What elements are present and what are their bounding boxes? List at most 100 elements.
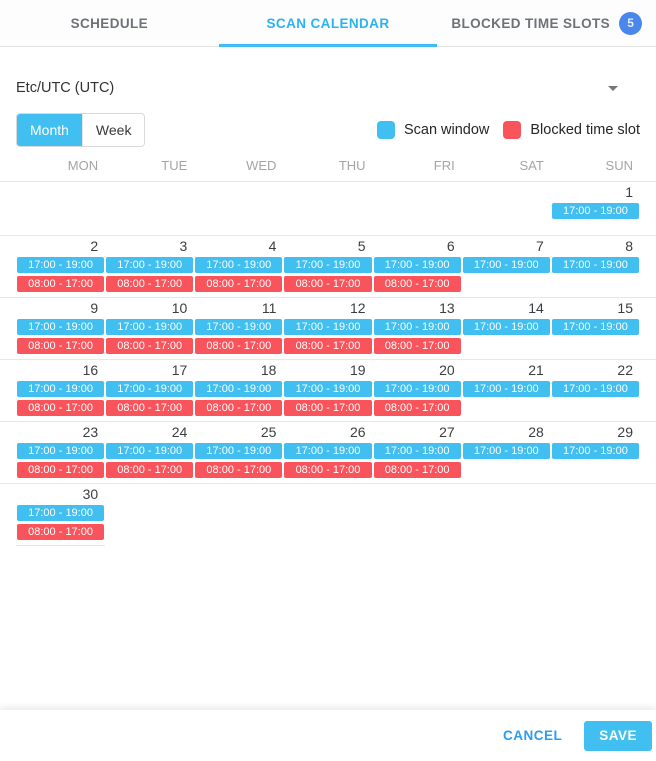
- calendar-toolbar: Month Week Scan window Blocked time slot: [16, 113, 640, 147]
- scan-window-chip[interactable]: 17:00 - 19:00: [551, 257, 639, 273]
- scan-window-chip[interactable]: 17:00 - 19:00: [462, 319, 550, 335]
- calendar-week-row: 2 17:00 - 19:00 08:00 - 17:00 3 17:00 - 19:0…: [0, 236, 656, 298]
- calendar-day-cell[interactable]: 1 17:00 - 19:00: [551, 182, 640, 235]
- calendar-day-cell[interactable]: 8 17:00 - 19:00: [551, 236, 640, 297]
- calendar-day-cell[interactable]: 10 17:00 - 19:00 08:00 - 17:00: [105, 298, 194, 359]
- blocked-time-chip[interactable]: 08:00 - 17:00: [284, 276, 372, 292]
- blocked-time-chip[interactable]: 08:00 - 17:00: [195, 400, 283, 416]
- scan-window-chip[interactable]: 17:00 - 19:00: [195, 319, 283, 335]
- blocked-time-chip[interactable]: 08:00 - 17:00: [373, 462, 461, 478]
- day-number: 2: [90, 238, 99, 254]
- scan-window-chip[interactable]: 17:00 - 19:00: [195, 257, 283, 273]
- scan-window-chip[interactable]: 17:00 - 19:00: [284, 443, 372, 459]
- tab-blocked-time-slots[interactable]: BLOCKED TIME SLOTS 5: [437, 0, 656, 46]
- scan-window-chip[interactable]: 17:00 - 19:00: [373, 381, 461, 397]
- scan-window-chip[interactable]: 17:00 - 19:00: [17, 257, 105, 273]
- day-number: 29: [617, 424, 633, 440]
- calendar-day-cell[interactable]: 18 17:00 - 19:00 08:00 - 17:00: [194, 360, 283, 421]
- blocked-time-chip[interactable]: 08:00 - 17:00: [284, 338, 372, 354]
- calendar-day-cell[interactable]: 11 17:00 - 19:00 08:00 - 17:00: [194, 298, 283, 359]
- scan-window-chip[interactable]: 17:00 - 19:00: [106, 257, 194, 273]
- blocked-time-chip[interactable]: 08:00 - 17:00: [17, 462, 105, 478]
- scan-window-chip[interactable]: 17:00 - 19:00: [373, 257, 461, 273]
- scan-window-chip[interactable]: 17:00 - 19:00: [284, 257, 372, 273]
- weekday-label: TUE: [161, 157, 188, 173]
- blocked-time-chip[interactable]: 08:00 - 17:00: [284, 400, 372, 416]
- day-number: 21: [528, 362, 544, 378]
- scan-window-chip[interactable]: 17:00 - 19:00: [195, 443, 283, 459]
- scan-window-chip[interactable]: 17:00 - 19:00: [462, 257, 550, 273]
- calendar-day-cell[interactable]: 12 17:00 - 19:00 08:00 - 17:00: [283, 298, 372, 359]
- blocked-time-chip[interactable]: 08:00 - 17:00: [106, 462, 194, 478]
- day-number: 19: [349, 362, 366, 378]
- chevron-down-icon: [608, 85, 618, 91]
- cancel-button[interactable]: CANCEL: [487, 720, 578, 751]
- calendar-day-cell[interactable]: 25 17:00 - 19:00 08:00 - 17:00: [194, 422, 283, 483]
- scan-window-chip[interactable]: 17:00 - 19:00: [17, 505, 105, 521]
- month-view-button[interactable]: Month: [17, 114, 82, 146]
- calendar-day-cell[interactable]: 5 17:00 - 19:00 08:00 - 17:00: [283, 236, 372, 297]
- tab-schedule[interactable]: SCHEDULE: [0, 0, 219, 46]
- weekday-label: MON: [67, 157, 99, 173]
- blocked-time-chip[interactable]: 08:00 - 17:00: [195, 276, 283, 292]
- blocked-time-chip[interactable]: 08:00 - 17:00: [284, 462, 372, 478]
- blocked-time-chip[interactable]: 08:00 - 17:00: [373, 276, 461, 292]
- scan-window-chip[interactable]: 17:00 - 19:00: [17, 381, 105, 397]
- calendar-day-cell[interactable]: 2 17:00 - 19:00 08:00 - 17:00: [16, 236, 105, 297]
- scan-window-chip[interactable]: 17:00 - 19:00: [284, 319, 372, 335]
- blocked-time-chip[interactable]: 08:00 - 17:00: [373, 338, 461, 354]
- tab-scan-calendar-label: SCAN CALENDAR: [266, 15, 390, 31]
- calendar-day-cell[interactable]: 9 17:00 - 19:00 08:00 - 17:00: [16, 298, 105, 359]
- scan-window-chip[interactable]: 17:00 - 19:00: [17, 443, 105, 459]
- blocked-time-chip[interactable]: 08:00 - 17:00: [17, 524, 105, 540]
- scan-window-chip[interactable]: 17:00 - 19:00: [373, 443, 461, 459]
- calendar-day-cell[interactable]: 30 17:00 - 19:00 08:00 - 17:00: [16, 484, 106, 546]
- scan-window-chip[interactable]: 17:00 - 19:00: [284, 381, 372, 397]
- calendar-day-cell[interactable]: 17 17:00 - 19:00 08:00 - 17:00: [105, 360, 194, 421]
- calendar-day-cell[interactable]: 24 17:00 - 19:00 08:00 - 17:00: [105, 422, 194, 483]
- scan-window-chip[interactable]: 17:00 - 19:00: [462, 443, 550, 459]
- scan-window-chip[interactable]: 17:00 - 19:00: [17, 319, 105, 335]
- blocked-time-chip[interactable]: 08:00 - 17:00: [17, 400, 105, 416]
- blocked-time-chip[interactable]: 08:00 - 17:00: [373, 400, 461, 416]
- calendar-day-cell[interactable]: 21 17:00 - 19:00: [462, 360, 551, 421]
- calendar-day-cell[interactable]: 20 17:00 - 19:00 08:00 - 17:00: [373, 360, 462, 421]
- calendar-day-cell[interactable]: 4 17:00 - 19:00 08:00 - 17:00: [194, 236, 283, 297]
- scan-window-chip[interactable]: 17:00 - 19:00: [551, 319, 639, 335]
- calendar-day-cell[interactable]: 26 17:00 - 19:00 08:00 - 17:00: [283, 422, 372, 483]
- scan-window-chip[interactable]: 17:00 - 19:00: [551, 203, 639, 219]
- calendar-day-cell[interactable]: 6 17:00 - 19:00 08:00 - 17:00: [373, 236, 462, 297]
- calendar-day-cell[interactable]: 23 17:00 - 19:00 08:00 - 17:00: [16, 422, 105, 483]
- tab-scan-calendar[interactable]: SCAN CALENDAR: [218, 0, 438, 47]
- scan-window-chip[interactable]: 17:00 - 19:00: [106, 381, 194, 397]
- week-view-button[interactable]: Week: [81, 114, 145, 146]
- scan-window-chip[interactable]: 17:00 - 19:00: [195, 381, 283, 397]
- calendar-day-cell[interactable]: 16 17:00 - 19:00 08:00 - 17:00: [16, 360, 105, 421]
- timezone-select[interactable]: Etc/UTC (UTC): [16, 77, 640, 99]
- blocked-time-chip[interactable]: 08:00 - 17:00: [106, 400, 194, 416]
- calendar-day-cell[interactable]: 7 17:00 - 19:00: [462, 236, 551, 297]
- calendar-day-cell[interactable]: 22 17:00 - 19:00: [551, 360, 640, 421]
- scan-window-chip[interactable]: 17:00 - 19:00: [462, 381, 550, 397]
- calendar-day-cell[interactable]: 15 17:00 - 19:00: [551, 298, 640, 359]
- calendar-day-cell[interactable]: 3 17:00 - 19:00 08:00 - 17:00: [105, 236, 194, 297]
- scan-window-chip[interactable]: 17:00 - 19:00: [551, 443, 639, 459]
- blocked-time-chip[interactable]: 08:00 - 17:00: [17, 338, 105, 354]
- blocked-time-chip[interactable]: 08:00 - 17:00: [106, 338, 194, 354]
- day-number: 9: [90, 300, 99, 316]
- scan-window-chip[interactable]: 17:00 - 19:00: [106, 443, 194, 459]
- blocked-time-chip[interactable]: 08:00 - 17:00: [195, 462, 283, 478]
- scan-window-chip[interactable]: 17:00 - 19:00: [106, 319, 194, 335]
- calendar-day-cell[interactable]: 27 17:00 - 19:00 08:00 - 17:00: [373, 422, 462, 483]
- calendar-day-cell[interactable]: 13 17:00 - 19:00 08:00 - 17:00: [373, 298, 462, 359]
- scan-window-chip[interactable]: 17:00 - 19:00: [551, 381, 639, 397]
- scan-window-chip[interactable]: 17:00 - 19:00: [373, 319, 461, 335]
- blocked-time-chip[interactable]: 08:00 - 17:00: [106, 276, 194, 292]
- blocked-time-chip[interactable]: 08:00 - 17:00: [17, 276, 105, 292]
- calendar-day-cell[interactable]: 29 17:00 - 19:00: [551, 422, 640, 483]
- blocked-time-chip[interactable]: 08:00 - 17:00: [195, 338, 283, 354]
- calendar-day-cell[interactable]: 19 17:00 - 19:00 08:00 - 17:00: [283, 360, 372, 421]
- save-button[interactable]: SAVE: [584, 720, 652, 751]
- calendar-day-cell[interactable]: 28 17:00 - 19:00: [462, 422, 551, 483]
- calendar-day-cell[interactable]: 14 17:00 - 19:00: [462, 298, 551, 359]
